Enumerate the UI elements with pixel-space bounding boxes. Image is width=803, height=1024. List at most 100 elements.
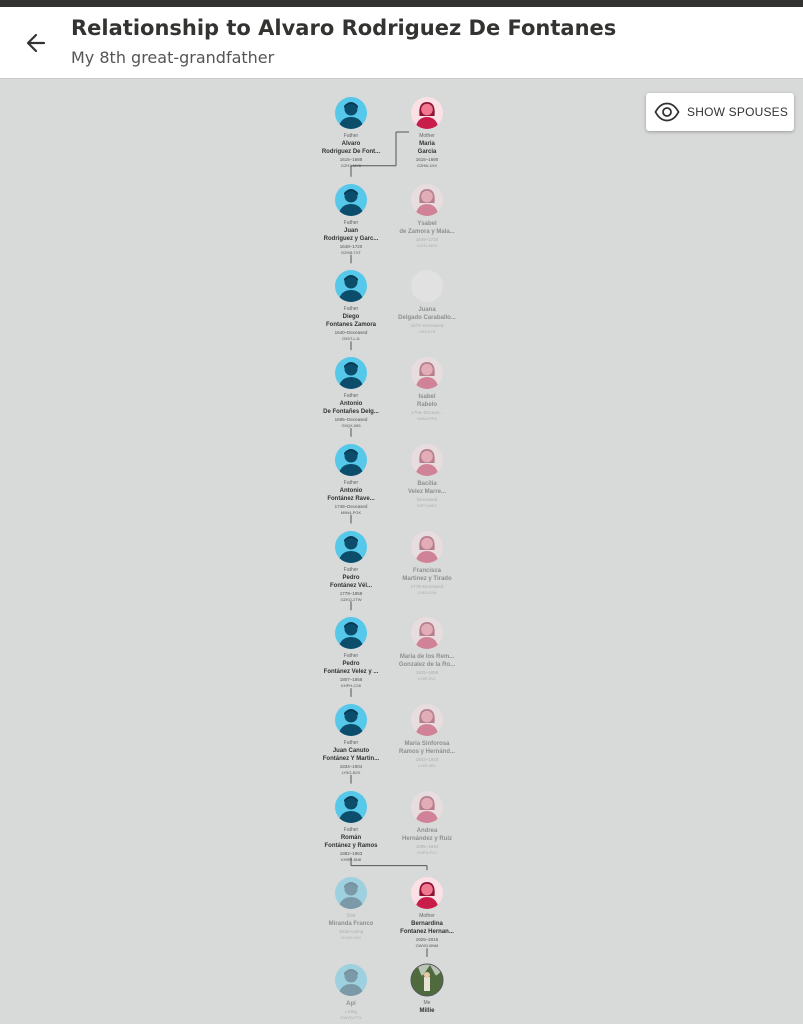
person-card[interactable]: Ysabel de Zamora y Mala... 1649–1720 GZH1-W… <box>377 183 477 249</box>
person-surname: Miranda Franco <box>328 921 374 928</box>
person-surname: Fontánez Y Martin... <box>322 755 380 762</box>
person-card[interactable]: Father Diego Fontanes Zamora 1640–Deceased G… <box>301 269 401 342</box>
person-lifespan: Living <box>345 1009 357 1014</box>
person-given-name: Bernardina <box>411 921 443 928</box>
avatar-female-icon <box>411 617 443 650</box>
person-id: M9N4-PGK <box>340 509 362 515</box>
avatar-male-icon <box>335 530 367 563</box>
person-surname: Ramos y Hernánd... <box>398 748 455 755</box>
person-card[interactable]: Father Pedro Fontánez Velez y ... 1807–1858… <box>301 616 401 689</box>
person-id: GZKQ-2TW <box>340 596 362 602</box>
person-relation: Father <box>343 653 359 660</box>
avatar-female-icon <box>411 97 443 129</box>
person-lifespan: 1640–Deceased <box>334 330 368 336</box>
avatar-photo-icon <box>410 963 444 997</box>
person-given-name: Juana <box>418 307 436 314</box>
person-surname: Fontánez y Ramos <box>324 842 378 849</box>
person-id: GWVD-P7X <box>340 1015 362 1020</box>
back-arrow-icon[interactable] <box>22 29 50 57</box>
person-surname: Rodriguez De Font... <box>321 149 381 155</box>
person-lifespan: 1919–Living <box>338 929 364 935</box>
person-surname: Hernández y Ruiz <box>401 835 452 842</box>
person-card[interactable]: Father Román Fontánez y Ramos 1882–1963 KHRR… <box>301 790 401 863</box>
person-given-name: Pedro <box>342 661 360 668</box>
person-lifespan: 1705–Deceas... <box>411 410 443 416</box>
show-spouses-button[interactable]: SHOW SPOUSES <box>646 93 794 131</box>
person-surname: Fontanez Hernan... <box>400 929 454 936</box>
person-relation: Father <box>343 133 359 139</box>
person-card[interactable]: Father Pedro Fontánez Vél... 1779–1858 GZKQ-… <box>301 530 401 603</box>
person-card[interactable]: Me Millie <box>377 963 477 1015</box>
person-id: KHRR-8N8 <box>340 856 361 862</box>
person-card[interactable]: Father Juan Rodriguez y Garc... 1648–1720 GZ… <box>301 183 401 256</box>
person-lifespan: 1648–1720 <box>339 243 363 249</box>
person-relation: Father <box>343 566 359 573</box>
person-card[interactable]: Maria Sinforosa Ramos y Hernánd... 1843–19… <box>377 703 477 769</box>
person-card[interactable]: Francisca Martinez y Tirado 1778–Deceased L… <box>377 530 477 596</box>
person-given-name: Francisca <box>412 567 442 574</box>
person-card[interactable]: Maria de los Rem... Gonzalez de la Ro... 1… <box>377 616 477 682</box>
person-given-name: Isabel <box>418 394 436 401</box>
person-relation: Son <box>346 913 356 920</box>
person-card[interactable]: Father Juan Canuto Fontánez Y Martin... 183… <box>301 703 401 776</box>
person-surname: Fontánez Rave... <box>327 495 375 502</box>
person-relation: Father <box>343 826 359 833</box>
person-id: M9N4-PF8 <box>417 416 437 422</box>
person-id: GZPY-MKC <box>416 502 438 508</box>
relationship-tree: Father Alvaro Rodriguez De Font... 1616–168… <box>0 79 803 1024</box>
person-id: G9ST-LJ1 <box>341 336 360 342</box>
avatar-female-icon <box>411 877 443 910</box>
eye-icon <box>654 102 680 122</box>
person-card[interactable]: Mother Maria Garcia 1615–1690 GZHB-1HX <box>377 96 477 169</box>
person-card[interactable]: Mother Bernardina Fontanez Hernan... 1925–2… <box>377 876 477 949</box>
person-lifespan: 1882–1963 <box>339 850 363 856</box>
person-relation: Mother <box>419 133 435 139</box>
avatar-female-icon <box>411 703 443 736</box>
person-card[interactable]: Isabel Rabelo 1705–Deceas... M9N4-PF8 <box>377 356 477 422</box>
person-card[interactable]: Father Antonio De Fontañes Delg... 1695–Dec… <box>301 356 401 429</box>
person-id: LV8S-G5N <box>417 589 437 595</box>
person-relation: Father <box>343 739 359 746</box>
person-relation: Mother <box>419 913 435 920</box>
person-lifespan: 1616–1688 <box>339 157 363 162</box>
person-lifespan: 1815–1858 <box>415 670 439 676</box>
person-surname: Delgado Caraballo... <box>398 315 456 322</box>
person-card[interactable]: Son Miranda Franco 1919–Living GXSX-H44 <box>301 876 401 941</box>
person-id: GXSX-H44 <box>341 935 361 941</box>
person-id: KHPH-FXJ <box>417 849 437 855</box>
person-card[interactable]: Juana Delgado Caraballo... 1674–Deceased L9… <box>377 269 477 335</box>
person-surname: Millie <box>419 1008 435 1014</box>
person-id: GWVD-BNM <box>415 943 439 949</box>
person-id: G9QX-065 <box>341 423 361 429</box>
person-card[interactable]: Father Antonio Fontánez Rave... 1748–Deceas… <box>301 443 401 516</box>
person-surname: Gonzalez de la Ro... <box>398 662 456 669</box>
show-spouses-label: SHOW SPOUSES <box>687 105 789 119</box>
person-given-name: Maria <box>419 141 435 147</box>
person-given-name: Antonio <box>339 401 363 408</box>
person-lifespan: 1778–Deceased <box>410 583 444 589</box>
person-lifespan: 1748–Deceased <box>334 503 368 509</box>
person-surname: de Zamora y Mala... <box>399 228 455 235</box>
person-lifespan: 1843–1919 <box>415 756 439 762</box>
person-given-name: Antonio <box>339 487 363 494</box>
avatar-male-icon <box>335 964 367 996</box>
person-id: LV8S-5V1 <box>418 676 436 682</box>
person-relation: Father <box>343 479 359 486</box>
person-given-name: Bacilia <box>417 480 437 487</box>
person-surname: Fontanes Zamora <box>325 322 376 329</box>
avatar-female-icon <box>411 530 443 563</box>
person-card[interactable]: Andrea Hernández y Ruiz 1885–1944 KHPH-FXJ <box>377 790 477 856</box>
window-top-strip <box>0 0 803 7</box>
person-card[interactable]: Father Alvaro Rodriguez De Font... 1616–168… <box>301 96 401 169</box>
person-card[interactable]: Bacilia Velez Marre... Deceased GZPY-MKC <box>377 443 477 509</box>
person-surname: Rabelo <box>416 402 437 409</box>
person-lifespan: 1925–2015 <box>415 937 439 943</box>
tree-connector-lines <box>350 131 428 957</box>
person-given-name: Ysabel <box>417 220 437 227</box>
avatar-male-icon <box>335 703 367 736</box>
person-card[interactable]: Api Living GWVD-P7X <box>301 963 401 1021</box>
person-id: GZHB-TXT <box>341 249 361 255</box>
person-surname: Fontánez Vél... <box>329 582 372 589</box>
person-surname: De Fontañes Delg... <box>323 409 379 416</box>
person-id: GZHB-1HX <box>416 163 438 168</box>
